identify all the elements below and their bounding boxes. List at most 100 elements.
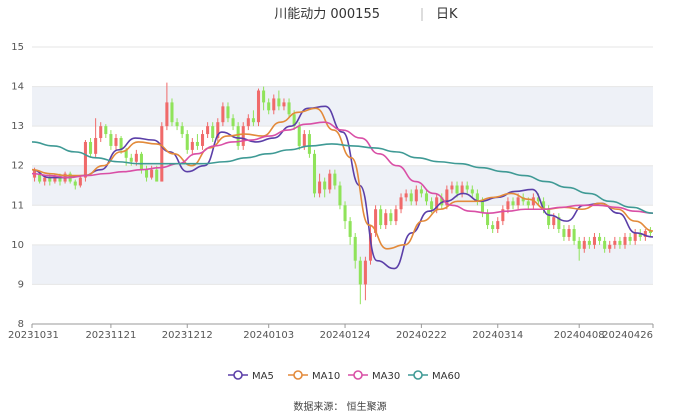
candle-body — [38, 173, 42, 182]
candle-body — [206, 126, 210, 135]
candle-body — [633, 232, 637, 241]
candle-body — [267, 102, 271, 111]
candle-body — [562, 229, 566, 237]
candle-body — [587, 240, 591, 245]
candle-body — [496, 221, 500, 230]
candle-body — [338, 185, 342, 206]
candle-body — [567, 229, 571, 237]
candle-body — [190, 141, 194, 150]
candle-body — [460, 185, 464, 194]
candle-body — [389, 213, 393, 222]
legend[interactable]: MA5 MA10 MA30 MA60 — [228, 370, 460, 382]
candle-body — [547, 209, 551, 226]
y-tick-label: 8 — [18, 319, 24, 330]
candle-body — [618, 240, 622, 245]
legend-item-ma5[interactable]: MA5 — [228, 370, 274, 382]
chart-bands — [32, 86, 653, 285]
candle-body — [226, 106, 230, 119]
chart-title: 川能动力 000155 — [274, 7, 380, 22]
candle-body — [511, 201, 515, 206]
legend-marker-icon — [413, 370, 423, 380]
candle-body — [119, 138, 123, 150]
candle-body — [638, 232, 642, 237]
candle-body — [470, 189, 474, 194]
legend-item-ma60[interactable]: MA60 — [408, 370, 460, 382]
candle-body — [58, 175, 62, 182]
candle-body — [78, 177, 82, 186]
candle-body — [450, 185, 454, 190]
candle-body — [424, 193, 429, 202]
candle-body — [648, 231, 652, 233]
candle-body — [628, 236, 632, 241]
candle-body — [312, 153, 317, 194]
y-axis-labels: 15 14 13 12 11 10 9 8 — [11, 42, 24, 330]
candle-body — [175, 122, 179, 127]
candle-body — [89, 141, 93, 154]
y-tick-label: 14 — [11, 82, 24, 93]
y-tick-label: 10 — [11, 240, 24, 251]
candle-body — [134, 153, 138, 162]
candle-body — [333, 173, 337, 186]
candle-body — [613, 240, 617, 245]
candle-body — [124, 149, 128, 158]
candle-body — [414, 189, 418, 202]
candle-body — [598, 236, 602, 241]
x-axis-labels: 20231031 20231121 20231212 20240103 20240124… — [8, 324, 654, 341]
candle-body — [211, 126, 215, 139]
x-tick-label: 20240124 — [320, 330, 371, 341]
candle-body — [328, 173, 332, 190]
period-label: 日K — [436, 7, 458, 22]
candle-body — [572, 229, 576, 241]
legend-label: MA60 — [432, 371, 460, 382]
legend-marker-icon — [293, 370, 303, 380]
x-tick-label: 20231121 — [85, 330, 136, 341]
legend-item-ma30[interactable]: MA30 — [348, 370, 400, 382]
legend-marker-icon — [233, 370, 243, 380]
candle-body — [486, 213, 490, 226]
candle-body — [480, 201, 485, 214]
candle-body — [526, 201, 530, 206]
candle-body — [516, 197, 520, 206]
y-tick-label: 9 — [18, 279, 24, 290]
x-tick-label: 20240103 — [243, 330, 294, 341]
candle-body — [318, 181, 322, 194]
candle-body — [394, 209, 398, 222]
candle-body — [592, 236, 596, 245]
candle-body — [582, 240, 586, 249]
candle-body — [114, 138, 118, 146]
y-tick-label: 13 — [11, 121, 24, 132]
candle-body — [465, 185, 469, 190]
legend-label: MA10 — [312, 371, 340, 382]
candle-body — [236, 126, 240, 146]
candle-body — [623, 236, 627, 245]
candle-body — [241, 126, 245, 146]
candle-body — [48, 177, 52, 182]
candle-body — [440, 197, 444, 206]
candle-body — [287, 102, 291, 115]
x-tick-label: 20240314 — [472, 330, 523, 341]
ma-line-ma5 — [31, 105, 654, 270]
candle-body — [343, 205, 347, 222]
candle-body — [435, 197, 439, 210]
candle-body — [292, 114, 296, 127]
candle-body — [552, 217, 556, 226]
candle-body — [256, 90, 261, 123]
candle-body — [262, 90, 266, 103]
x-tick-label: 20240426 — [602, 330, 653, 341]
candle-body — [409, 193, 413, 202]
data-source: 数据来源： 恒生聚源 — [293, 400, 386, 413]
candle-body — [455, 185, 459, 194]
candle-body — [419, 189, 423, 194]
candle-body — [160, 126, 164, 182]
candle-body — [368, 232, 373, 261]
legend-label: MA5 — [252, 371, 274, 382]
candle-body — [577, 240, 581, 249]
legend-marker-icon — [353, 370, 363, 380]
candle-body — [251, 118, 255, 123]
grid-band — [32, 244, 653, 285]
candle-body — [384, 213, 388, 226]
candle-body — [155, 169, 159, 182]
candle-body — [231, 118, 235, 127]
legend-item-ma10[interactable]: MA10 — [288, 370, 340, 382]
moving-average-layer — [31, 105, 654, 270]
